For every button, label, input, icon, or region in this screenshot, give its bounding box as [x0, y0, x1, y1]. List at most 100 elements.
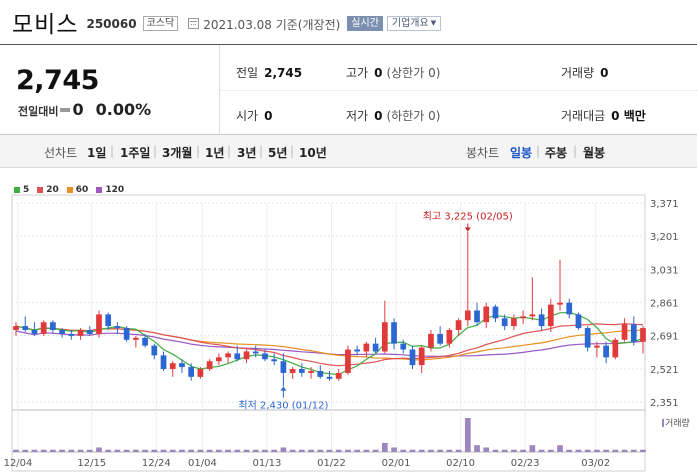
candle-daily[interactable]: 일봉: [510, 146, 533, 160]
separator: |: [536, 144, 541, 158]
candle-body: [538, 314, 545, 327]
volume-bar: [529, 445, 536, 452]
company-overview-button[interactable]: 기업개요 ▼: [386, 16, 442, 31]
candle-body: [428, 333, 434, 348]
stat-high: 고가 0 (상한가 0): [346, 64, 440, 81]
legend-label: 5: [23, 185, 30, 195]
candle-weekly[interactable]: 주봉: [545, 146, 568, 160]
volume-bar: [197, 449, 204, 452]
separator: |: [227, 144, 232, 158]
candle-body: [308, 370, 314, 373]
candle-body: [13, 326, 19, 331]
x-tick-label: 03/02: [581, 458, 610, 469]
stat-value: 0: [374, 109, 383, 123]
legend-ma5: 5: [14, 185, 29, 195]
price-summary: 2,745 전일대비 0 0.00% 전일 2,745 고가 0 (상한가 0)…: [0, 44, 697, 135]
volume-bar: [271, 449, 278, 452]
volume-bar: [455, 449, 462, 452]
candle-body: [86, 330, 93, 334]
x-tick-label: 02/23: [511, 458, 540, 469]
period-1d[interactable]: 1일: [87, 146, 107, 160]
calendar-icon: [188, 18, 200, 29]
low-arrow-head: [280, 386, 287, 391]
stat-note: (상한가 0): [386, 66, 441, 80]
volume-bar: [511, 449, 517, 452]
candle-body: [492, 306, 499, 319]
realtime-button[interactable]: 실시간: [347, 16, 383, 31]
legend-ma60: 60: [66, 185, 88, 195]
ma120-line: [15, 330, 644, 357]
volume-bar: [391, 447, 397, 452]
separator: |: [153, 144, 158, 158]
candle-body: [31, 330, 38, 334]
volume-bar: [133, 449, 139, 452]
candle-body: [418, 347, 425, 366]
volume-bar: [40, 449, 47, 452]
candle-body: [105, 314, 112, 327]
volume-bar: [142, 449, 148, 452]
stat-label: 거래대금: [561, 109, 606, 123]
volume-bar: [363, 449, 370, 452]
chevron-down-icon: ▼: [430, 19, 437, 27]
legend-ma20: 20: [37, 185, 59, 195]
volume-bar: [179, 449, 185, 452]
candle-body: [501, 318, 508, 327]
candle-body: [455, 320, 462, 331]
volume-bar: [262, 449, 268, 452]
candle-body: [437, 333, 444, 344]
period-10y[interactable]: 10년: [299, 146, 327, 160]
volume-bar: [317, 449, 324, 452]
volume-bar: [96, 447, 102, 452]
period-3y[interactable]: 3년: [237, 146, 257, 160]
volume-bar: [566, 449, 573, 452]
candle-body: [621, 324, 628, 340]
candle-body: [160, 355, 167, 370]
candle-body: [511, 318, 517, 327]
volume-bar: [105, 449, 112, 452]
candle-body: [289, 369, 296, 373]
candle-monthly[interactable]: 월봉: [583, 146, 606, 160]
volume-bar: [409, 449, 416, 452]
candle-body: [22, 326, 29, 331]
volume-bar: [114, 449, 121, 452]
candle-body: [640, 328, 646, 342]
period-5y[interactable]: 5년: [268, 146, 288, 160]
volume-bar: [345, 449, 351, 452]
volume-bar: [298, 449, 305, 452]
volume-bar: [50, 449, 56, 452]
x-tick-label: 01/13: [253, 458, 282, 469]
ma60-line: [15, 325, 644, 361]
candle-body: [630, 324, 637, 342]
candle-body: [354, 349, 361, 352]
volume-bar: [575, 449, 582, 452]
candle-body: [114, 326, 121, 329]
candle-body: [151, 345, 158, 356]
candle-body: [50, 322, 56, 331]
candle-body: [381, 322, 388, 352]
stat-label: 전일: [236, 66, 259, 80]
legend-swatch: [96, 187, 103, 193]
line-chart-label: 선차트: [44, 146, 78, 160]
stat-amount: 거래대금 0 백만: [561, 107, 646, 124]
volume-bar: [474, 445, 480, 452]
volume-bar: [289, 449, 296, 452]
candle-body: [520, 316, 526, 319]
volume-bar: [160, 449, 167, 452]
stock-code: 250060: [86, 17, 137, 31]
y-tick-label: 2,521: [650, 365, 679, 376]
x-tick-label: 12/15: [77, 458, 106, 469]
period-3m[interactable]: 3개월: [162, 146, 193, 160]
period-1y[interactable]: 1년: [205, 146, 225, 160]
volume-bar: [418, 449, 425, 452]
change-row: 전일대비 0 0.00%: [18, 100, 151, 119]
period-1w[interactable]: 1주일: [120, 146, 151, 160]
candle-body: [575, 314, 582, 329]
candle-body: [142, 337, 148, 346]
volume-bar: [225, 449, 231, 452]
volume-bar: [547, 449, 554, 452]
stat-value: 0: [374, 66, 383, 80]
company-name: 모비스: [12, 12, 79, 38]
stat-open: 시가 0: [236, 107, 272, 124]
candle-body: [372, 343, 379, 352]
title-row: 모비스 250060 코스닥 2021.03.08 기준(개장전) 실시간 기업…: [0, 0, 697, 44]
